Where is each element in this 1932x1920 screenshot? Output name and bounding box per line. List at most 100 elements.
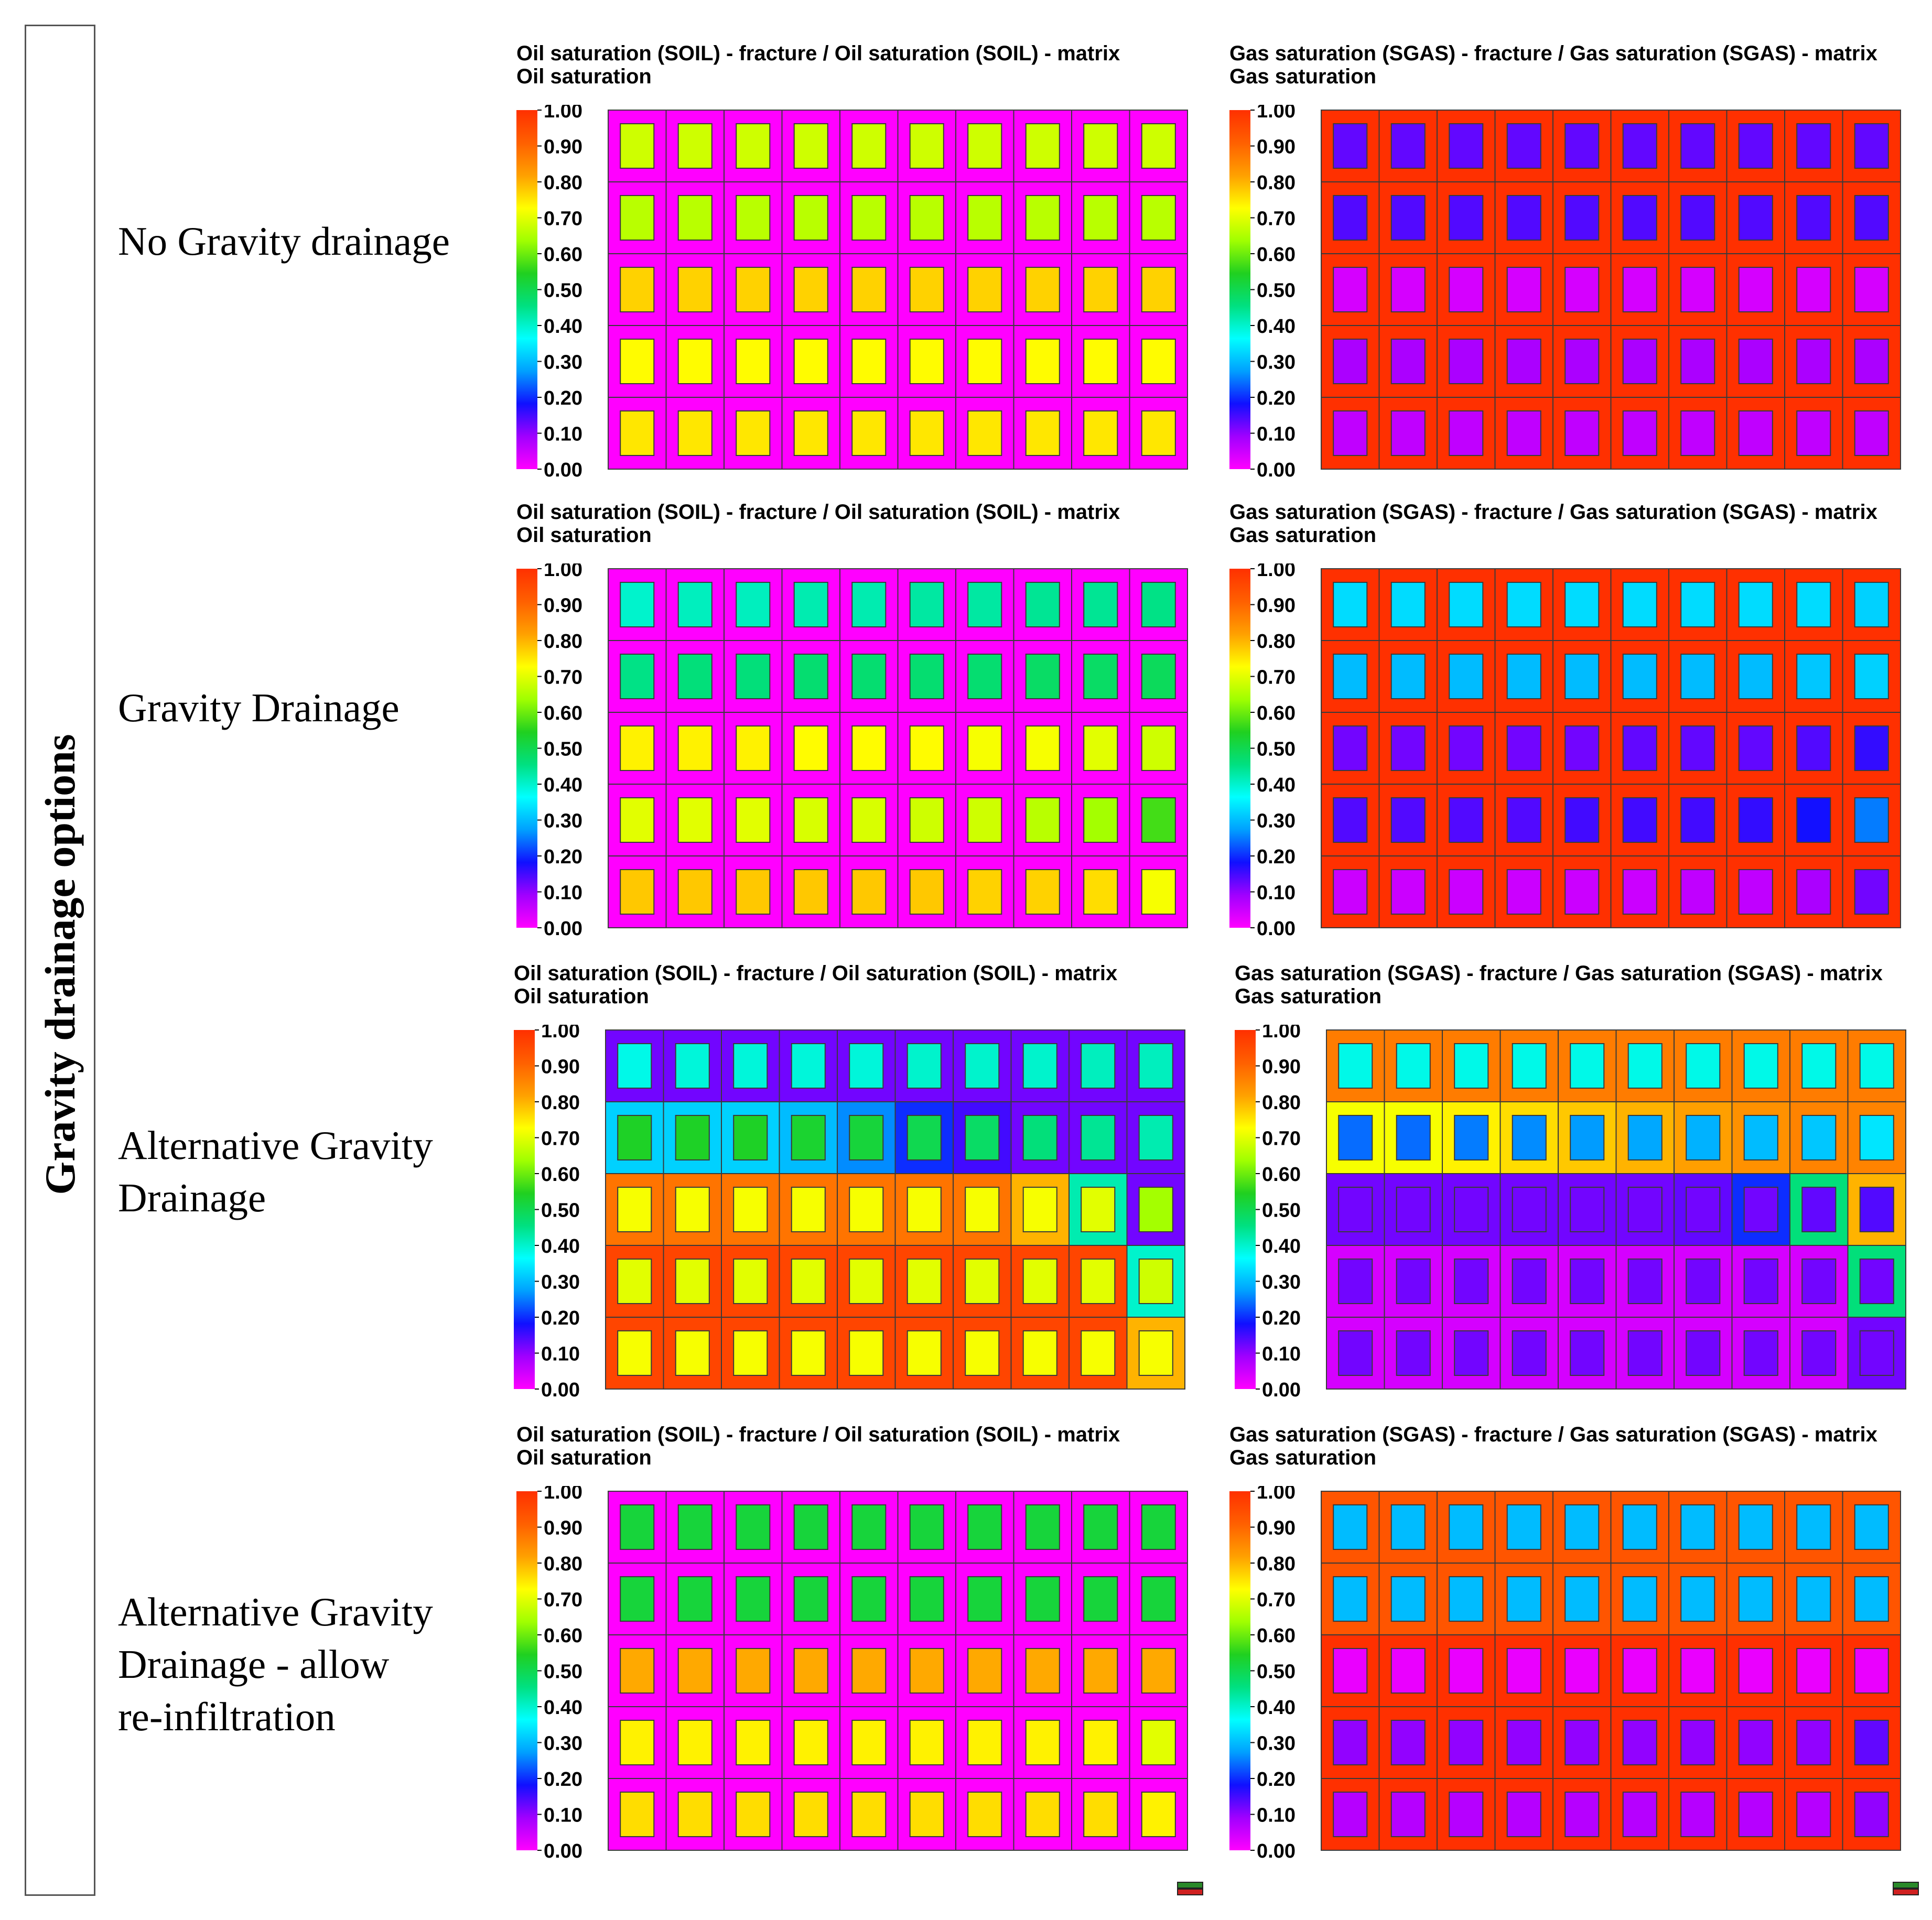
matrix-cell bbox=[1686, 1259, 1721, 1304]
matrix-cell bbox=[1333, 1576, 1368, 1622]
matrix-cell bbox=[1564, 339, 1600, 384]
matrix-cell bbox=[1680, 654, 1715, 699]
matrix-cell bbox=[1743, 1115, 1778, 1160]
matrix-cell bbox=[967, 725, 1002, 771]
matrix-cell bbox=[1854, 195, 1889, 241]
matrix-cell bbox=[1738, 725, 1773, 771]
fracture-cell bbox=[724, 325, 783, 398]
matrix-cell bbox=[1449, 797, 1484, 843]
colorbar-tick-label: 0.40 bbox=[1257, 774, 1296, 796]
colorbar bbox=[1229, 569, 1250, 928]
matrix-cell bbox=[1141, 725, 1176, 771]
matrix-cell bbox=[967, 797, 1002, 843]
matrix-cell bbox=[677, 1792, 713, 1837]
matrix-cell bbox=[620, 1504, 655, 1550]
matrix-cell bbox=[677, 1576, 713, 1622]
matrix-cell bbox=[1025, 1504, 1060, 1550]
matrix-cell bbox=[1083, 1576, 1118, 1622]
matrix-cell bbox=[1627, 1115, 1663, 1160]
matrix-cell bbox=[1622, 725, 1657, 771]
colorbar-tick-label: 1.00 bbox=[1257, 105, 1296, 122]
matrix-cell bbox=[1333, 1720, 1368, 1765]
matrix-cell bbox=[620, 654, 655, 699]
colorbar-tick-label: 0.90 bbox=[1262, 1056, 1301, 1078]
colorbar-tick-label: 0.60 bbox=[1257, 244, 1296, 266]
matrix-cell bbox=[967, 267, 1002, 312]
matrix-cell bbox=[736, 1504, 771, 1550]
matrix-cell bbox=[620, 1792, 655, 1837]
colorbar-tick-label: 0.80 bbox=[1257, 172, 1296, 194]
matrix-cell bbox=[677, 654, 713, 699]
heatmap-plot: 1.00 0.90 0.80 0.70 0.60 0.50 0.40 0.30 0.20 0.10… bbox=[1229, 563, 1901, 940]
matrix-cell bbox=[1025, 339, 1060, 384]
matrix-cell bbox=[1627, 1259, 1663, 1304]
matrix-cell bbox=[965, 1330, 1000, 1376]
fracture-cell bbox=[665, 1634, 725, 1707]
matrix-cell bbox=[1141, 1576, 1176, 1622]
matrix-cell bbox=[1506, 582, 1541, 627]
matrix-cell bbox=[1680, 1648, 1715, 1694]
matrix-cell bbox=[1506, 654, 1541, 699]
panel-title: Oil saturation (SOIL) - fracture / Oil s… bbox=[516, 1423, 1120, 1469]
matrix-cell bbox=[1141, 1792, 1176, 1837]
matrix-cell bbox=[1506, 123, 1541, 169]
colorbar-tick-label: 1.00 bbox=[1257, 563, 1296, 581]
colorbar-tick-label: 0.50 bbox=[541, 1200, 580, 1222]
row-label-no-gravity-drainage: No Gravity drainage bbox=[118, 219, 450, 264]
matrix-cell bbox=[851, 123, 887, 169]
colorbar-tick-label: 0.40 bbox=[1257, 1697, 1296, 1719]
matrix-cell bbox=[1141, 797, 1176, 843]
matrix-cell bbox=[1081, 1187, 1116, 1232]
matrix-cell bbox=[1141, 1720, 1176, 1765]
matrix-cell bbox=[1454, 1259, 1489, 1304]
matrix-cell bbox=[1449, 1792, 1484, 1837]
matrix-cell bbox=[1141, 123, 1176, 169]
matrix-cell bbox=[620, 797, 655, 843]
matrix-cell bbox=[909, 869, 944, 915]
colorbar bbox=[514, 1030, 535, 1389]
matrix-cell bbox=[909, 725, 944, 771]
matrix-cell bbox=[1680, 1720, 1715, 1765]
colorbar-tick-label: 0.40 bbox=[544, 774, 582, 796]
matrix-cell bbox=[793, 195, 828, 241]
matrix-cell bbox=[1854, 725, 1889, 771]
matrix-cell bbox=[1801, 1259, 1837, 1304]
matrix-cell bbox=[1083, 267, 1118, 312]
matrix-cell bbox=[906, 1115, 942, 1160]
matrix-cell bbox=[736, 123, 771, 169]
matrix-cell bbox=[675, 1043, 710, 1089]
matrix-cell bbox=[736, 1576, 771, 1622]
matrix-cell bbox=[1333, 654, 1368, 699]
matrix-cell bbox=[1796, 267, 1831, 312]
matrix-cell bbox=[677, 869, 713, 915]
colorbar-tick-label: 0.00 bbox=[541, 1379, 580, 1401]
colorbar-tick-label: 0.00 bbox=[1257, 918, 1296, 940]
matrix-cell bbox=[1570, 1330, 1605, 1376]
matrix-cell bbox=[1854, 123, 1889, 169]
matrix-cell bbox=[1333, 797, 1368, 843]
matrix-cell bbox=[1622, 797, 1657, 843]
matrix-cell bbox=[909, 654, 944, 699]
matrix-cell bbox=[677, 582, 713, 627]
fracture-cell bbox=[1784, 397, 1843, 470]
matrix-cell bbox=[1449, 654, 1484, 699]
heatmap-plot: 1.00 0.90 0.80 0.70 0.60 0.50 0.40 0.30 0.20 0.10… bbox=[516, 1486, 1188, 1862]
matrix-cell bbox=[620, 725, 655, 771]
matrix-cell bbox=[1622, 1648, 1657, 1694]
matrix-cell bbox=[1854, 582, 1889, 627]
colorbar-tick-label: 0.40 bbox=[1257, 316, 1296, 338]
colorbar-tick-label: 0.60 bbox=[544, 702, 582, 724]
matrix-cell bbox=[1627, 1187, 1663, 1232]
matrix-cell bbox=[1449, 582, 1484, 627]
colorbar-tick-label: 0.60 bbox=[1257, 1625, 1296, 1647]
colorbar-tick-label: 0.80 bbox=[544, 631, 582, 653]
matrix-cell bbox=[733, 1115, 768, 1160]
colorbar-tick-label: 0.10 bbox=[1257, 882, 1296, 904]
axis-orientation-icon bbox=[1893, 1882, 1919, 1895]
matrix-cell bbox=[1796, 725, 1831, 771]
colorbar-tick-label: 0.70 bbox=[1257, 667, 1296, 689]
matrix-cell bbox=[793, 1576, 828, 1622]
matrix-cell bbox=[1141, 410, 1176, 456]
matrix-cell bbox=[967, 339, 1002, 384]
matrix-cell bbox=[1449, 195, 1484, 241]
